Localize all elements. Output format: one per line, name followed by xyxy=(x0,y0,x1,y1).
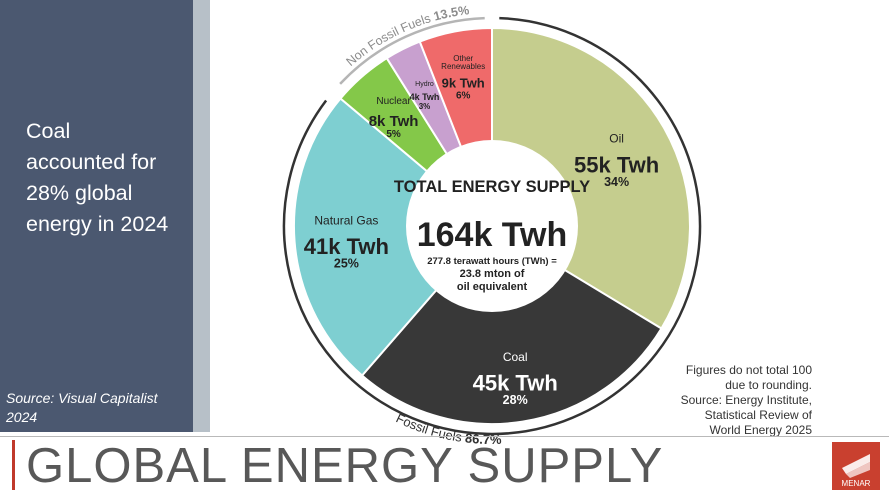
slice-value-natural-gas: 41k Twh xyxy=(304,234,389,259)
slice-label-hydro: Hydro xyxy=(415,81,434,88)
sidebar-panel xyxy=(0,0,193,432)
slice-value-other-renewables: 9k Twh xyxy=(442,75,485,90)
donut-hole xyxy=(406,140,578,312)
divider xyxy=(0,436,889,437)
slice-value-hydro: 4k Twh xyxy=(410,92,440,102)
title-accent-bar xyxy=(12,440,15,490)
slice-percent-hydro: 3% xyxy=(419,102,431,111)
center-title: TOTAL ENERGY SUPPLY xyxy=(394,178,590,196)
center-note-line: 23.8 mton of xyxy=(460,268,525,280)
non-fossil-fuels-arc xyxy=(339,16,485,85)
sidebar-headline: Coal accounted for 28% global energy in … xyxy=(26,119,169,236)
fossil-fuels-arc xyxy=(282,16,702,436)
slice-natural-gas xyxy=(292,97,494,377)
slice-label-nuclear: Nuclear xyxy=(376,96,411,107)
slice-percent-nuclear: 5% xyxy=(386,129,401,140)
slice-percent-other-renewables: 6% xyxy=(456,90,471,101)
slice-value-nuclear: 8k Twh xyxy=(369,113,419,130)
slice-coal xyxy=(360,224,663,426)
sidebar-source: Source: Visual Capitalist 2024 xyxy=(6,390,158,425)
center-note-line: oil equivalent xyxy=(457,281,528,293)
slice-percent-natural-gas: 25% xyxy=(334,256,359,270)
center-total-value: 164k Twh xyxy=(417,216,568,254)
logo-text: MENAR xyxy=(841,479,871,488)
slice-label-natural-gas: Natural Gas xyxy=(314,213,378,227)
slice-percent-coal: 28% xyxy=(503,393,528,407)
menar-logo: MENAR xyxy=(832,442,880,490)
slice-percent-oil: 34% xyxy=(604,175,629,189)
rounding-note: Figures do not total 100 due to rounding… xyxy=(680,363,812,437)
logo-mark-icon xyxy=(842,454,870,478)
center-note-line: 277.8 terawatt hours (TWh) = xyxy=(427,256,557,267)
slice-label-other-renewables: Other xyxy=(453,54,473,63)
slice-label-coal: Coal xyxy=(503,350,528,364)
page-title: GLOBAL ENERGY SUPPLY xyxy=(26,439,664,493)
slice-value-coal: 45k Twh xyxy=(473,371,558,396)
slice-label-oil: Oil xyxy=(609,132,624,146)
slice-label-other-renewables: Renewables xyxy=(441,62,485,71)
slice-value-oil: 55k Twh xyxy=(574,152,659,177)
sidebar-strip xyxy=(193,0,210,432)
